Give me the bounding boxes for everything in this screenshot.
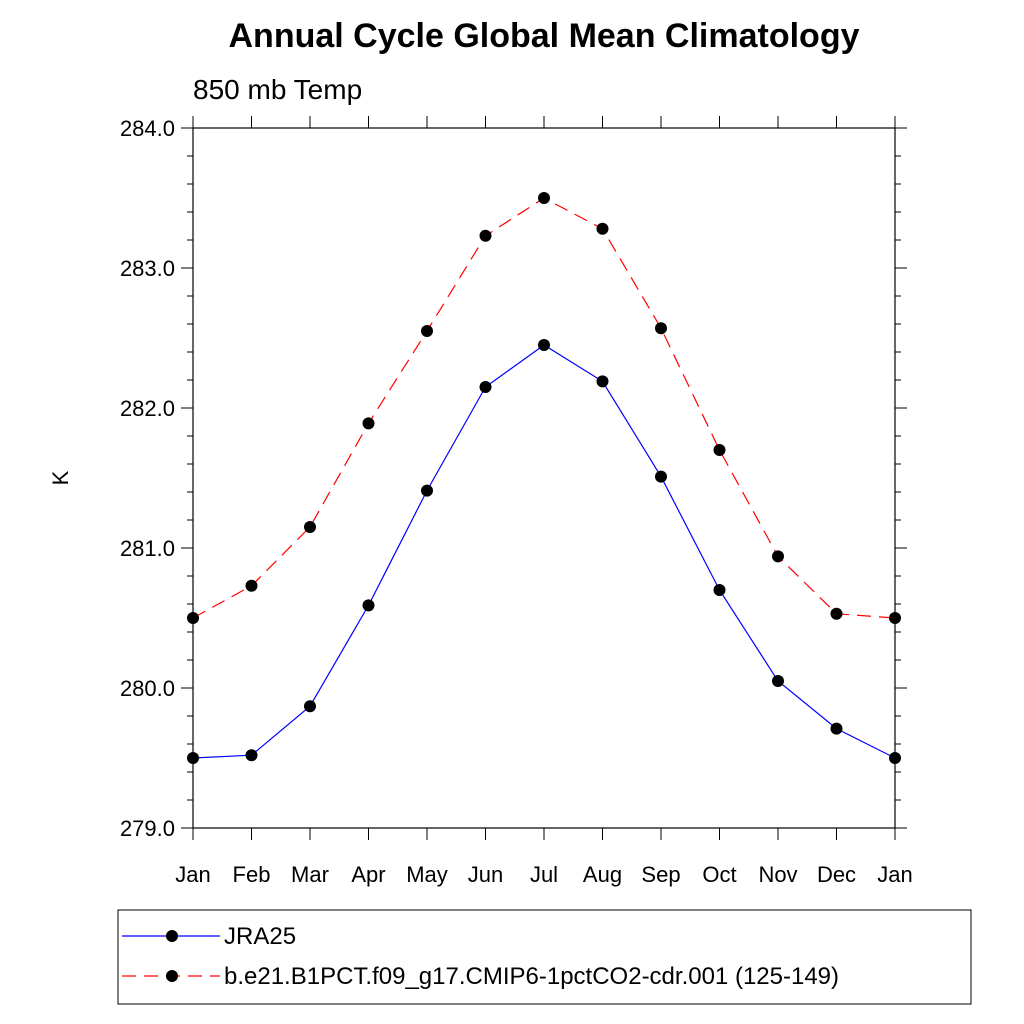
- y-tick-label: 284.0: [120, 116, 175, 141]
- data-point: [245, 579, 258, 592]
- series-line-1: [192, 344, 896, 759]
- y-tick-label: 279.0: [120, 816, 175, 841]
- legend-box: [117, 909, 972, 1005]
- x-tick-label: Sep: [641, 862, 680, 887]
- data-point: [889, 612, 901, 624]
- y-tick-label: 282.0: [120, 396, 175, 421]
- x-tick-label: Jul: [530, 862, 558, 887]
- legend-marker: [166, 970, 178, 982]
- data-point: [713, 584, 726, 596]
- x-tick-label: Feb: [233, 862, 271, 887]
- y-axis-label: K: [48, 470, 73, 485]
- legend-marker: [166, 930, 178, 942]
- x-tick-label: Apr: [351, 862, 385, 887]
- plot-frame: [192, 127, 896, 829]
- series-layer: [187, 192, 901, 764]
- data-point: [655, 470, 667, 483]
- x-tick-label: Aug: [583, 862, 622, 887]
- data-point: [304, 521, 316, 533]
- x-tick-label: Jan: [877, 862, 912, 887]
- data-point: [421, 484, 433, 497]
- data-point: [479, 381, 492, 393]
- data-point: [830, 607, 843, 620]
- legend: JRA25 b.e21.B1PCT.f09_g17.CMIP6-1pctCO2-c…: [117, 909, 972, 1005]
- data-point: [479, 229, 492, 242]
- data-point: [772, 550, 784, 563]
- data-point: [538, 339, 550, 351]
- y-tick-label: 281.0: [120, 536, 175, 561]
- series-line-2: [192, 197, 896, 619]
- data-point: [596, 222, 609, 235]
- chart-title: Annual Cycle Global Mean Climatology: [229, 17, 860, 55]
- axis-ticks: Jan Feb Mar Apr May Jun Jul Aug Sep Oct Nov Dec Jan2…: [120, 116, 913, 887]
- data-point: [655, 322, 667, 335]
- data-point: [713, 444, 726, 456]
- x-tick-label: May: [406, 862, 448, 887]
- x-tick-label: Oct: [702, 862, 736, 887]
- x-tick-label: Jan: [175, 862, 210, 887]
- y-tick-label: 283.0: [120, 256, 175, 281]
- x-tick-label: Mar: [291, 862, 329, 887]
- x-tick-label: Nov: [758, 862, 797, 887]
- data-point: [187, 752, 199, 764]
- data-point: [889, 752, 901, 764]
- data-point: [830, 722, 843, 735]
- data-point: [772, 675, 784, 687]
- x-tick-label: Dec: [817, 862, 856, 887]
- data-point: [596, 375, 609, 388]
- data-point: [538, 192, 550, 204]
- data-point: [362, 599, 375, 612]
- legend-label: JRA25: [224, 923, 296, 950]
- y-tick-label: 280.0: [120, 676, 175, 701]
- data-point: [421, 325, 433, 337]
- data-point: [304, 700, 316, 713]
- x-tick-label: Jun: [468, 862, 503, 887]
- chart-subtitle: 850 mb Temp: [193, 74, 362, 105]
- data-point: [187, 612, 199, 624]
- data-point: [362, 417, 375, 430]
- legend-label: b.e21.B1PCT.f09_g17.CMIP6-1pctCO2-cdr.00…: [224, 963, 839, 990]
- data-point: [245, 749, 258, 762]
